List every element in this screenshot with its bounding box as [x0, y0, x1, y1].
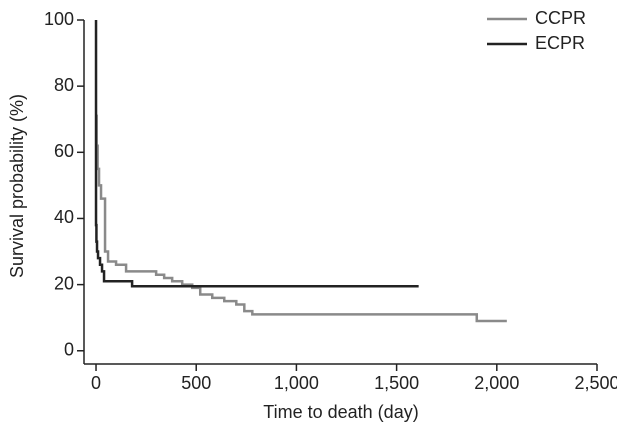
legend-label: CCPR: [535, 8, 586, 28]
y-tick-label: 100: [44, 9, 74, 29]
x-tick-label: 500: [181, 373, 211, 393]
x-tick-label: 2,000: [474, 373, 519, 393]
x-tick-label: 2,500: [574, 373, 617, 393]
x-tick-label: 1,500: [374, 373, 419, 393]
x-tick-label: 0: [91, 373, 101, 393]
x-axis-title: Time to death (day): [263, 402, 418, 422]
y-axis-title: Survival probability (%): [7, 94, 27, 278]
y-tick-label: 20: [54, 273, 74, 293]
x-tick-label: 1,000: [274, 373, 319, 393]
y-tick-label: 40: [54, 207, 74, 227]
survival-line: [94, 20, 419, 288]
y-tick-label: 80: [54, 75, 74, 95]
survival-line: [95, 114, 507, 323]
legend-label: ECPR: [535, 33, 585, 53]
y-tick-label: 60: [54, 141, 74, 161]
y-tick-label: 0: [64, 340, 74, 360]
